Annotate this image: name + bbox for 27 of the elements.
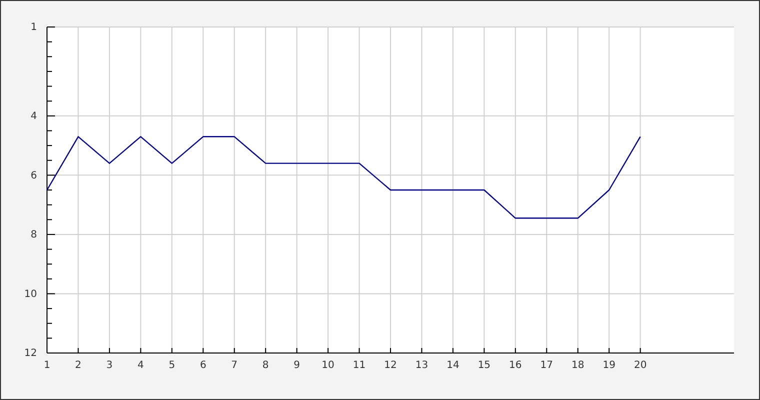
- x-tick-label: 3: [106, 360, 113, 372]
- x-tick-label: 16: [509, 360, 522, 372]
- y-tick-label: 8: [30, 230, 37, 241]
- x-tick-label: 8: [262, 360, 269, 372]
- x-tick-label: 2: [75, 360, 82, 372]
- x-tick-label: 9: [294, 360, 300, 372]
- x-tick-label: 15: [478, 360, 491, 372]
- x-tick-label: 13: [415, 360, 428, 372]
- x-tick-label: 11: [352, 360, 366, 372]
- line-series: [46, 136, 641, 219]
- y-tick-label: 1: [30, 22, 37, 34]
- x-tick-label: 14: [446, 360, 460, 372]
- x-tick-label: 1: [44, 360, 50, 372]
- x-tick-label: 12: [384, 360, 397, 372]
- x-tick-label: 18: [571, 360, 584, 372]
- x-tick-label: 17: [540, 360, 554, 372]
- x-tick-label: 20: [634, 360, 647, 372]
- y-tick-label: 6: [30, 170, 37, 182]
- y-tick-label: 12: [24, 348, 37, 360]
- y-tick-label: 10: [24, 288, 37, 300]
- x-tick-label: 7: [231, 360, 238, 372]
- x-tick-label: 5: [168, 360, 176, 372]
- x-tick-label: 6: [200, 360, 206, 372]
- x-tick-label: 19: [602, 360, 616, 372]
- x-tick-label: 10: [322, 360, 334, 372]
- x-tick-label: 4: [137, 360, 144, 372]
- y-tick-label: 4: [30, 111, 37, 122]
